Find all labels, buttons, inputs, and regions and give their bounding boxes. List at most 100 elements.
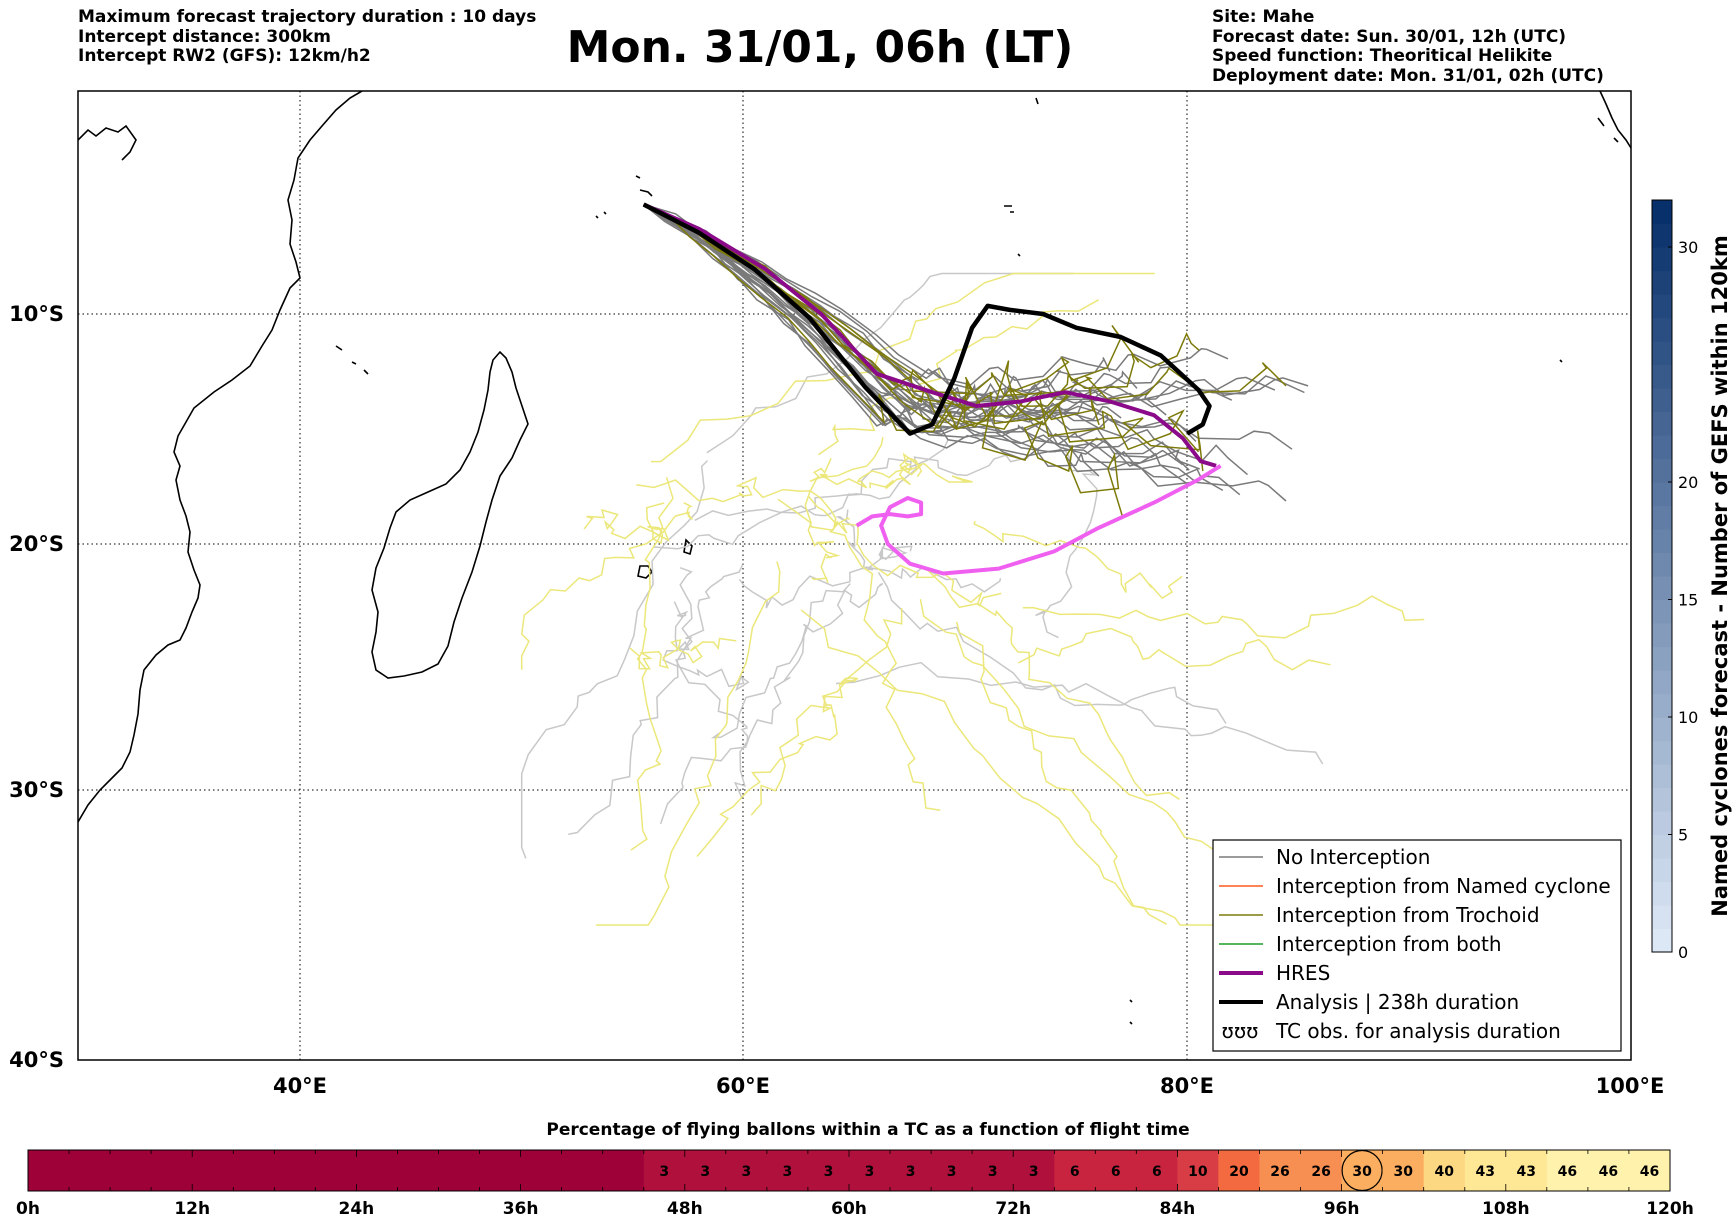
colorbar-tick-label: 5 xyxy=(1678,826,1688,845)
xtick-label: 60°E xyxy=(716,1074,770,1098)
timebar-cell xyxy=(1423,1150,1466,1191)
legend-label: HRES xyxy=(1276,961,1330,985)
timebar-cell xyxy=(766,1150,809,1191)
colorbar-cell xyxy=(1652,458,1672,483)
trajectory-line xyxy=(955,621,1168,925)
colorbar-cell xyxy=(1652,811,1672,836)
timebar-cell xyxy=(151,1150,193,1191)
legend-label: Interception from Trochoid xyxy=(1276,903,1540,927)
timebar-value-label: 3 xyxy=(947,1164,957,1180)
trajectory-line xyxy=(926,568,1180,801)
timebar-value-label: 46 xyxy=(1640,1164,1659,1180)
timebar-value-label: 6 xyxy=(1070,1164,1080,1180)
timebar-cell xyxy=(233,1150,275,1191)
analysis-track xyxy=(642,202,1212,436)
timebar-value-label: 3 xyxy=(659,1164,669,1180)
timebar-xtick-label: 12h xyxy=(174,1199,210,1219)
timebar-value-label: 30 xyxy=(1393,1164,1413,1180)
trajectory-line xyxy=(659,583,851,825)
timebar-value-label: 3 xyxy=(906,1164,916,1180)
legend-label: Interception from Named cyclone xyxy=(1276,874,1611,898)
legend-label: No Interception xyxy=(1276,845,1430,869)
timebar-cell xyxy=(438,1150,480,1191)
timebar-value-label: 46 xyxy=(1558,1164,1577,1180)
legend-item: HRES xyxy=(1219,961,1330,985)
trajectory-line xyxy=(520,502,694,670)
x-axis-ticks: 40°E 60°E 80°E 100°E xyxy=(273,1074,1664,1098)
timebar-value-label: 40 xyxy=(1434,1164,1454,1180)
trajectory-line xyxy=(710,582,884,739)
trajectory-line xyxy=(636,476,850,528)
timebar-cell xyxy=(1136,1150,1178,1191)
colorbar-cell xyxy=(1652,881,1672,906)
y-axis-ticks: 10°S 20°S 30°S 40°S xyxy=(9,302,64,1072)
timebar-value-label: 43 xyxy=(1517,1164,1536,1180)
timebar-cell xyxy=(849,1150,891,1191)
timebar-cell xyxy=(561,1150,604,1191)
timebar-cell xyxy=(807,1150,850,1191)
colorbar-cell xyxy=(1652,388,1672,413)
legend-item: Analysis | 238h duration xyxy=(1219,990,1519,1014)
trajectory-line xyxy=(835,661,1324,765)
legend-item: ʊʊʊ TC obs. for analysis duration xyxy=(1221,1019,1560,1043)
timebar-xtick-label: 72h xyxy=(995,1199,1031,1219)
timebar-cell xyxy=(520,1150,563,1191)
timebar-cell xyxy=(1382,1150,1425,1191)
colorbar-cell xyxy=(1652,505,1672,530)
legend-item: Interception from Named cyclone xyxy=(1219,874,1611,898)
colorbar-tick-label: 10 xyxy=(1678,708,1698,727)
colorbar-cell xyxy=(1652,599,1672,624)
timebar-value-label: 43 xyxy=(1476,1164,1495,1180)
hres-track xyxy=(642,202,1217,468)
timebar-cell xyxy=(1628,1150,1671,1191)
timebar-cell xyxy=(643,1150,686,1191)
timebar-xtick-label: 120h xyxy=(1646,1199,1694,1219)
xtick-label: 80°E xyxy=(1160,1074,1214,1098)
header-intercept-distance: Intercept distance: 300km xyxy=(78,26,331,47)
timebar-cell xyxy=(1259,1150,1301,1191)
timebar-value-label: 26 xyxy=(1311,1164,1330,1180)
timebar-cell xyxy=(110,1150,152,1191)
timebar-cell xyxy=(274,1150,316,1191)
amsterdam-island xyxy=(1129,999,1133,1025)
flight-time-bar: Percentage of flying ballons within a TC… xyxy=(16,1120,1694,1219)
trajectory-line xyxy=(595,561,781,926)
ytick-label: 20°S xyxy=(9,532,64,556)
trajectory-line xyxy=(706,272,1074,454)
legend-label: TC obs. for analysis duration xyxy=(1275,1019,1561,1043)
trajectory-line xyxy=(1022,595,1425,639)
legend-label: Interception from both xyxy=(1276,932,1502,956)
timebar-value-label: 20 xyxy=(1229,1164,1249,1180)
timebar-value-label: 46 xyxy=(1599,1164,1618,1180)
colorbar-cell xyxy=(1652,270,1672,295)
main-tracks xyxy=(642,202,1222,576)
timebar-cell xyxy=(479,1150,521,1191)
trajectory-line xyxy=(973,520,1183,600)
timebar-cell xyxy=(1013,1150,1055,1191)
timebar-cell xyxy=(1300,1150,1342,1191)
header-deployment-date: Deployment date: Mon. 31/01, 02h (UTC) xyxy=(1212,65,1604,86)
colorbar-cell xyxy=(1652,858,1672,883)
header-info-right: Site: Mahe Forecast date: Sun. 30/01, 12… xyxy=(1212,7,1604,86)
timebar-xtick-label: 96h xyxy=(1324,1199,1360,1219)
colorbar-cell xyxy=(1652,693,1672,718)
colorbar-cell xyxy=(1652,623,1672,648)
trajectory-line xyxy=(877,572,1227,724)
timebar-cell xyxy=(356,1150,398,1191)
legend-item: Interception from Trochoid xyxy=(1219,903,1540,927)
timebar-cell xyxy=(315,1150,357,1191)
timebar-value-label: 3 xyxy=(988,1164,998,1180)
africa-coastline xyxy=(78,91,363,823)
colorbar-tick-label: 15 xyxy=(1678,591,1698,610)
timebar-xtick-label: 24h xyxy=(339,1199,375,1219)
timebar-cell xyxy=(397,1150,439,1191)
header-intercept-rw2: Intercept RW2 (GFS): 12km/h2 xyxy=(78,46,371,66)
timebar-value-label: 3 xyxy=(824,1164,834,1180)
trajectory-line xyxy=(643,203,1204,472)
trajectory-line xyxy=(696,679,857,857)
maldives-islands xyxy=(1035,97,1039,105)
timebar-cell xyxy=(1505,1150,1548,1191)
trajectory-line xyxy=(1017,627,1331,671)
header-info-left: Maximum forecast trajectory duration : 1… xyxy=(78,7,536,67)
